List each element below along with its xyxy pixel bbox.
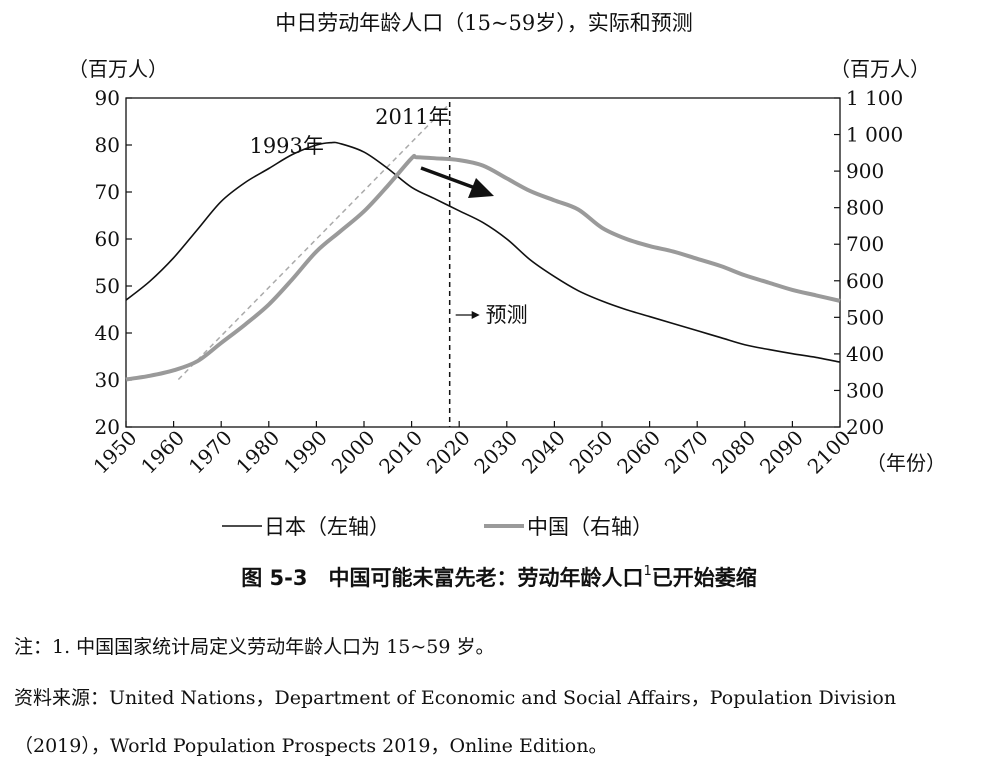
right-tick-label: 1 100 <box>846 86 903 110</box>
legend-label-japan: 日本（左轴） <box>264 515 390 539</box>
tick-marks: 2030405060708090200300400500600700800900… <box>89 86 904 479</box>
annotation-forecast: 预测 <box>486 303 528 327</box>
trend-line <box>177 102 451 381</box>
left-axis-unit: （百万人） <box>68 57 168 81</box>
plot-frame <box>125 97 841 428</box>
caption-suffix: 已开始萎缩 <box>651 566 757 590</box>
x-tick-label: 1970 <box>184 426 237 479</box>
legend: 日本（左轴） 中国（右轴） <box>222 515 653 539</box>
x-tick-label: 1960 <box>136 426 189 479</box>
right-tick-label: 300 <box>846 378 884 402</box>
x-tick-label: 2030 <box>469 426 522 479</box>
x-tick-label: 2020 <box>422 426 475 479</box>
left-tick-label: 30 <box>95 368 120 392</box>
right-tick-label: 400 <box>846 342 884 366</box>
x-tick-label: 2070 <box>660 426 713 479</box>
annotation-1993: 1993年 <box>249 134 323 158</box>
forecast-arrow-head <box>471 311 480 319</box>
right-tick-label: 500 <box>846 305 884 329</box>
x-tick-label: 2090 <box>755 426 808 479</box>
right-axis-unit: （百万人） <box>830 57 930 81</box>
right-tick-label: 1 000 <box>846 123 903 147</box>
left-tick-label: 40 <box>95 321 120 345</box>
right-tick-label: 900 <box>846 159 884 183</box>
decline-arrow-head <box>468 178 494 198</box>
right-tick-label: 800 <box>846 196 884 220</box>
right-tick-label: 600 <box>846 269 884 293</box>
x-tick-label: 2040 <box>517 426 570 479</box>
chart: 中日劳动年龄人口（15~59岁），实际和预测 （百万人） （百万人） （年份） … <box>68 11 946 539</box>
left-tick-label: 70 <box>95 180 120 204</box>
annotation-2011: 2011年 <box>375 105 449 129</box>
figure-caption: 图 5-3 中国可能未富先老：劳动年龄人口1已开始萎缩 <box>0 562 998 592</box>
x-axis-unit: （年份） <box>866 451 946 475</box>
series-line-china <box>125 153 841 382</box>
x-tick-label: 2010 <box>374 426 427 479</box>
x-tick-label: 2050 <box>565 426 618 479</box>
source-line-2: （2019），World Population Prospects 2019，O… <box>14 735 608 757</box>
x-tick-label: 2060 <box>612 426 665 479</box>
x-tick-label: 2080 <box>707 426 760 479</box>
left-tick-label: 50 <box>95 274 120 298</box>
left-tick-label: 20 <box>95 415 120 439</box>
footnote: 注：1. 中国国家统计局定义劳动年龄人口为 15~59 岁。 <box>14 636 495 658</box>
x-tick-label: 1990 <box>279 426 332 479</box>
caption-footnote-mark: 1 <box>643 564 652 579</box>
right-tick-label: 200 <box>846 415 884 439</box>
left-tick-label: 80 <box>95 133 120 157</box>
left-tick-label: 60 <box>95 227 120 251</box>
right-tick-label: 700 <box>846 232 884 256</box>
legend-label-china: 中国（右轴） <box>527 515 653 539</box>
caption-text: 图 5-3 中国可能未富先老：劳动年龄人口 <box>241 566 644 590</box>
x-tick-label: 1980 <box>231 426 284 479</box>
x-tick-label: 2000 <box>327 426 380 479</box>
series-layer <box>125 102 841 427</box>
left-tick-label: 90 <box>95 86 120 110</box>
axes <box>125 97 841 428</box>
source-line-1: 资料来源：United Nations，Department of Econom… <box>14 687 897 709</box>
series-line-japan <box>125 141 841 363</box>
chart-title: 中日劳动年龄人口（15~59岁），实际和预测 <box>275 11 693 35</box>
